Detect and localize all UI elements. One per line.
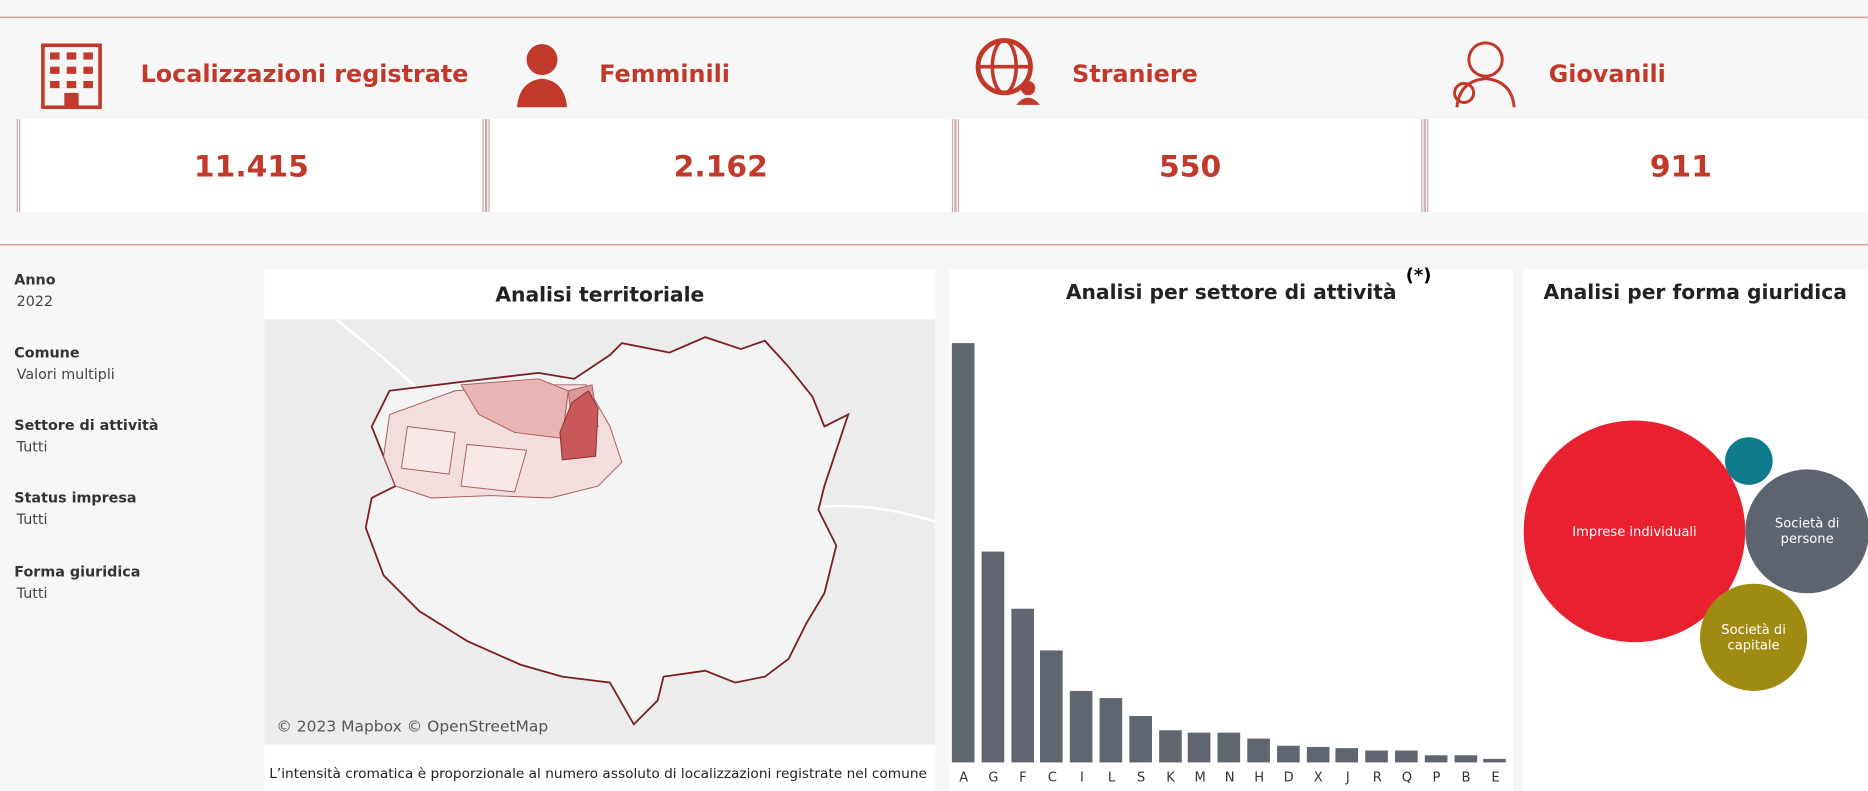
x-tick-label: F (1019, 769, 1027, 786)
bar (1395, 750, 1418, 763)
bar (1365, 750, 1389, 763)
separator (0, 244, 1868, 246)
bar (951, 343, 975, 763)
separator (0, 16, 1868, 18)
x-tick-label: Q (1401, 769, 1413, 786)
bubble-label: Imprese individuali (1572, 523, 1697, 540)
x-tick-label: X (1313, 769, 1323, 786)
bar (1454, 755, 1477, 763)
x-tick-label: A (959, 769, 969, 786)
filter-label: Anno (14, 271, 56, 289)
bar-panel (949, 269, 1513, 791)
kpi-label: Straniere (1072, 59, 1198, 89)
bar (1306, 746, 1330, 763)
globe-icon (975, 38, 1041, 105)
kpi-box (1424, 119, 1868, 213)
bubble-label: Società di capitale (1721, 621, 1786, 653)
kpi-value: 2.162 (673, 148, 768, 184)
bar (981, 551, 1005, 763)
kpi-value: 550 (1159, 148, 1222, 184)
filter-label: Forma giuridica (14, 563, 141, 581)
x-tick-label: B (1461, 769, 1471, 786)
map-caption: L’intensità cromatica è proporzionale al… (269, 764, 927, 782)
bar (1483, 759, 1507, 763)
kpi-box (486, 119, 956, 213)
filter-value[interactable]: Tutti (16, 584, 48, 602)
x-tick-label: G (988, 769, 999, 786)
filter-value[interactable]: Tutti (16, 438, 48, 456)
x-tick-label: P (1432, 769, 1441, 786)
panel-title: Analisi per settore di attività (1065, 281, 1397, 305)
filter-label: Status impresa (14, 489, 137, 507)
filter-value[interactable]: Valori multipli (16, 365, 115, 383)
bubble: Imprese individuali (1523, 420, 1746, 643)
filter-value[interactable]: Tutti (16, 511, 48, 528)
x-tick-label: I (1079, 769, 1084, 786)
x-tick-label: M (1194, 769, 1206, 786)
bubble: Società di persone (1745, 469, 1868, 594)
bubble-label: Società di persone (1774, 515, 1840, 547)
bar (1158, 729, 1182, 763)
bubble (1725, 437, 1773, 485)
bar (1276, 745, 1300, 763)
x-tick-label: J (1345, 769, 1350, 786)
young-icon (1453, 41, 1516, 108)
note-marker: (*) (1405, 264, 1432, 286)
x-tick-label: D (1283, 769, 1294, 786)
building-icon (41, 43, 102, 110)
x-tick-label: C (1047, 769, 1057, 786)
bar (1010, 608, 1034, 763)
filter-label: Comune (14, 344, 80, 361)
kpi-label: Femminili (599, 59, 730, 89)
x-tick-label: L (1107, 769, 1116, 786)
bar (1070, 690, 1093, 763)
kpi-value: 911 (1649, 148, 1713, 184)
panel-title: Analisi per forma giuridica (1543, 281, 1847, 305)
x-tick-label: R (1372, 769, 1382, 786)
x-tick-label: N (1224, 769, 1235, 786)
filter-value[interactable]: 2022 (16, 293, 54, 310)
map[interactable] (264, 319, 936, 745)
x-tick-label: K (1166, 769, 1175, 786)
woman-icon (517, 44, 568, 108)
x-tick-label: H (1254, 769, 1265, 786)
kpi-label: Localizzazioni registrate (140, 59, 469, 89)
bar (1424, 755, 1448, 763)
bar (1247, 738, 1270, 763)
bar (1129, 716, 1152, 763)
kpi-label: Giovanili (1548, 59, 1666, 89)
x-tick-label: E (1491, 769, 1500, 786)
kpi-value: 11.415 (193, 148, 309, 184)
panel-title: Analisi territoriale (495, 283, 705, 308)
kpi-box (955, 119, 1425, 213)
map-attribution: © 2023 Mapbox © OpenStreetMap (276, 718, 549, 737)
kpi-box (16, 119, 487, 213)
bubble: Società di capitale (1699, 583, 1808, 691)
bar (1188, 732, 1211, 763)
bar (1040, 650, 1064, 763)
bar (1217, 732, 1241, 763)
bar (1099, 698, 1123, 763)
filter-label: Settore di attività (14, 416, 159, 434)
bar (1335, 748, 1359, 763)
x-tick-label: S (1136, 769, 1146, 786)
